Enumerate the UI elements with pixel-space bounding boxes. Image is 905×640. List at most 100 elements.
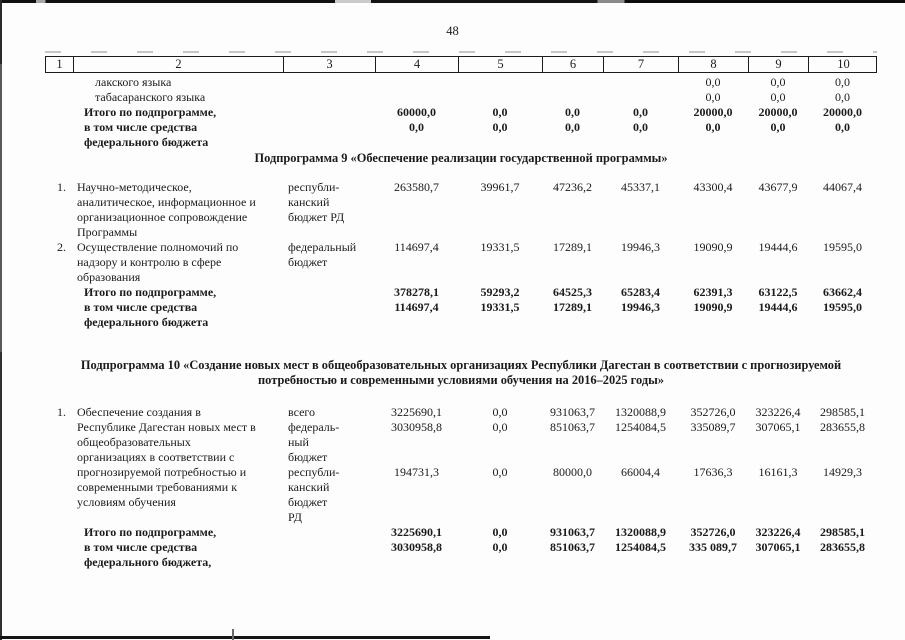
cell-col-6 [542, 90, 603, 105]
cell-col-9 [748, 435, 808, 450]
cell-col-7: 65283,4 [621, 285, 660, 299]
cell-col-7 [603, 315, 678, 330]
cell-col-1 [45, 255, 73, 270]
cell-col-4 [375, 195, 458, 210]
cell-col-10 [808, 315, 877, 330]
cell-col-10: 0,0 [835, 75, 850, 89]
cell-col-5 [458, 210, 542, 225]
cell-col-9 [748, 210, 808, 225]
cell-col-8: 19090,9 [693, 240, 733, 254]
cell-col-9 [748, 315, 808, 330]
cell-col-5: 19331,5 [480, 300, 520, 314]
cell-col-3 [283, 120, 375, 135]
cell-col-4 [375, 315, 458, 330]
cell-col-6 [542, 495, 603, 510]
cell-col-1 [45, 285, 73, 300]
cell-col-10: 14929,3 [823, 465, 862, 479]
cell-col-6: 931063,7 [550, 405, 595, 419]
cell-col-9 [748, 510, 808, 525]
table-row: условиям обучения бюджет [45, 495, 877, 510]
cell-col-1 [45, 120, 73, 135]
cell-col-2: в том числе средства [84, 300, 198, 314]
cell-col-1 [45, 555, 73, 570]
cell-col-6 [542, 270, 603, 285]
cell-col-9 [748, 495, 808, 510]
table-row: 1. Научно-методическое, республи- 263580,7 3… [45, 180, 877, 195]
cell-col-9 [748, 450, 808, 465]
cell-col-1 [45, 315, 73, 330]
cell-col-5: 0,0 [492, 540, 508, 554]
cell-col-9: 19444,6 [758, 240, 798, 254]
cell-col-6 [542, 555, 603, 570]
cell-col-7: 0,0 [633, 120, 648, 134]
cell-col-1 [45, 300, 73, 315]
cell-col-6: 851063,7 [550, 420, 595, 434]
cell-col-9 [748, 555, 808, 570]
cell-col-3 [283, 90, 375, 105]
cell-col-9 [748, 225, 808, 240]
cell-col-7: 19946,3 [621, 300, 660, 314]
table-row: табасаранского языка 0,0 0,0 0,0 [45, 90, 877, 105]
cell-col-4 [375, 510, 458, 525]
cell-col-3: канский [288, 480, 330, 494]
cell-col-8: 352726,0 [690, 405, 736, 419]
cell-col-2: организационное сопровождение [77, 210, 248, 224]
cell-col-9: 307065,1 [755, 540, 801, 554]
cell-col-7: 1320088,9 [615, 525, 666, 539]
cell-col-5 [458, 480, 542, 495]
cell-col-10: 19595,0 [823, 300, 862, 314]
cell-col-7 [603, 450, 678, 465]
cell-col-4: 194731,3 [394, 465, 439, 479]
cell-col-4 [375, 480, 458, 495]
column-header-7: 7 [604, 57, 679, 72]
cell-col-6 [542, 255, 603, 270]
cell-col-9 [748, 135, 808, 150]
cell-col-3: бюджет [288, 450, 328, 464]
cell-col-10 [808, 225, 877, 240]
cell-col-4: 114697,4 [394, 300, 439, 314]
cell-col-4: 114697,4 [394, 240, 439, 254]
cell-col-8 [678, 195, 748, 210]
table-row: организационное сопровождение бюджет РД [45, 210, 877, 225]
cell-col-8: 0,0 [705, 120, 721, 134]
cell-col-2: Итого по подпрограмме, [84, 285, 217, 299]
table-row: 1. Обеспечение создания в всего 3225690,1 0,… [45, 405, 877, 420]
cell-col-4: 3225690,1 [391, 525, 442, 539]
cell-col-8: 20000,0 [693, 105, 733, 119]
cell-col-9 [748, 270, 808, 285]
cell-col-10 [808, 435, 877, 450]
cell-col-8 [678, 450, 748, 465]
cell-col-3 [283, 270, 375, 285]
table-row: 2. Осуществление полномочий по федеральный… [45, 240, 877, 255]
cell-col-1 [45, 420, 73, 435]
cell-col-2: образования [77, 270, 141, 284]
cell-col-5 [458, 435, 542, 450]
cell-col-4: 60000,0 [397, 105, 436, 119]
cell-col-5: 0,0 [492, 525, 508, 539]
cell-col-3: бюджет [288, 255, 328, 269]
cell-col-5 [458, 450, 542, 465]
cell-col-3 [283, 300, 375, 315]
cell-col-4 [375, 255, 458, 270]
cell-col-8: 19090,9 [693, 300, 733, 314]
cell-col-3: всего [288, 405, 316, 419]
cell-col-2: Осуществление полномочий по [77, 240, 239, 254]
cell-col-2: Итого по подпрограмме, [84, 105, 217, 119]
cell-col-6: 0,0 [565, 120, 580, 134]
cell-col-4 [375, 135, 458, 150]
cell-col-1 [45, 465, 73, 480]
cell-col-5: 19331,5 [480, 240, 520, 254]
column-header-4: 4 [376, 57, 459, 72]
cell-col-5: 0,0 [492, 420, 508, 434]
cell-col-8 [678, 255, 748, 270]
cell-col-2: Республике Дагестан новых мест в [77, 420, 256, 434]
cell-col-2: Обеспечение создания в [77, 405, 201, 419]
cell-col-6: 17289,1 [553, 240, 592, 254]
cell-col-3: бюджет [288, 495, 328, 509]
subprogram-heading: Подпрограмма 9 «Обеспечение реализации г… [45, 151, 877, 166]
cell-col-8: 43300,4 [693, 180, 733, 194]
cell-col-8 [678, 510, 748, 525]
cell-col-5 [458, 255, 542, 270]
cell-col-7: 45337,1 [621, 180, 660, 194]
cell-col-10: 298585,1 [820, 525, 865, 539]
